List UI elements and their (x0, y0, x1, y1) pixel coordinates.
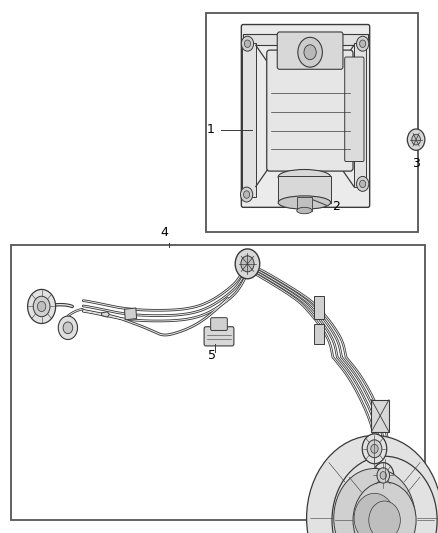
Bar (11, 245, 425, 520)
Bar (278, 176, 331, 203)
Circle shape (334, 469, 415, 533)
Circle shape (58, 316, 78, 340)
Bar (297, 197, 312, 211)
Text: 5: 5 (208, 349, 216, 362)
Bar (124, 308, 137, 320)
Circle shape (407, 129, 425, 150)
Bar (314, 296, 324, 319)
Circle shape (367, 440, 382, 458)
Circle shape (360, 40, 366, 47)
Circle shape (377, 468, 389, 483)
Circle shape (307, 435, 438, 533)
Circle shape (354, 494, 395, 533)
Ellipse shape (278, 196, 331, 209)
Circle shape (373, 463, 394, 488)
Circle shape (244, 40, 251, 47)
Circle shape (357, 36, 369, 51)
Ellipse shape (278, 169, 331, 184)
Circle shape (369, 501, 400, 533)
Circle shape (241, 256, 254, 272)
Bar (206, 13, 418, 232)
Circle shape (298, 37, 322, 67)
Circle shape (244, 191, 250, 198)
Circle shape (371, 445, 378, 453)
FancyBboxPatch shape (277, 32, 343, 69)
FancyBboxPatch shape (211, 318, 227, 330)
Circle shape (357, 176, 369, 191)
Circle shape (33, 296, 50, 317)
Circle shape (304, 45, 316, 60)
Circle shape (332, 456, 437, 533)
Circle shape (360, 180, 366, 188)
Text: 4: 4 (160, 226, 168, 239)
Circle shape (380, 472, 386, 479)
Text: 2: 2 (332, 200, 340, 213)
Circle shape (37, 301, 46, 312)
FancyBboxPatch shape (345, 57, 364, 161)
FancyBboxPatch shape (204, 327, 234, 346)
Circle shape (240, 187, 253, 202)
Bar (354, 43, 366, 187)
Bar (371, 400, 389, 432)
Circle shape (28, 289, 56, 324)
Circle shape (241, 36, 254, 51)
Bar (242, 43, 256, 197)
Ellipse shape (297, 207, 312, 214)
Text: 3: 3 (412, 157, 420, 170)
Circle shape (412, 134, 420, 145)
FancyBboxPatch shape (267, 50, 353, 171)
Circle shape (362, 434, 387, 464)
Circle shape (63, 322, 73, 334)
Polygon shape (102, 312, 110, 317)
Bar (314, 324, 324, 344)
Text: 1: 1 (207, 123, 215, 136)
Circle shape (353, 482, 416, 533)
Bar (243, 34, 368, 45)
FancyBboxPatch shape (241, 25, 370, 207)
Circle shape (235, 249, 260, 279)
